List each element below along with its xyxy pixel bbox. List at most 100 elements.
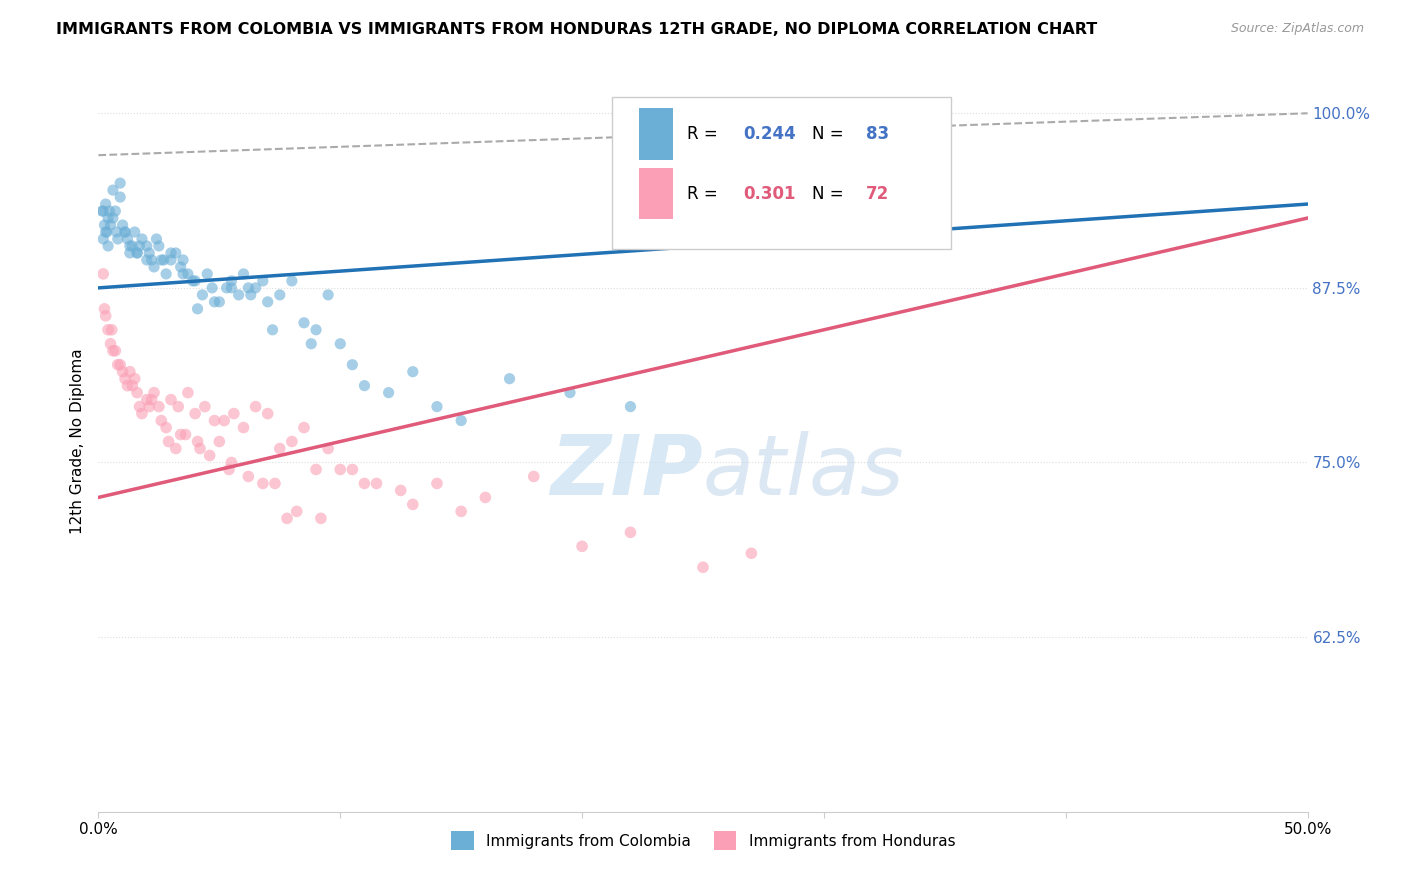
Point <box>204 294 226 309</box>
Point <box>145 232 167 246</box>
Legend: Immigrants from Colombia, Immigrants from Honduras: Immigrants from Colombia, Immigrants fro… <box>444 825 962 856</box>
Point <box>184 407 207 421</box>
Point <box>114 372 136 386</box>
Point <box>198 449 221 463</box>
Point <box>97 211 120 225</box>
Point <box>174 427 197 442</box>
Point <box>111 365 134 379</box>
Point <box>177 267 200 281</box>
Point <box>402 365 425 379</box>
Point <box>108 190 131 204</box>
Point <box>155 420 177 434</box>
Point <box>208 434 231 449</box>
Point <box>269 442 291 456</box>
Point <box>184 274 207 288</box>
Point <box>269 288 291 302</box>
Point <box>256 294 278 309</box>
Point <box>228 288 250 302</box>
Point <box>316 442 339 456</box>
Point <box>172 267 194 281</box>
Point <box>221 281 243 295</box>
Point <box>117 378 139 392</box>
Point <box>292 316 315 330</box>
Text: 83: 83 <box>866 125 890 144</box>
Point <box>309 511 332 525</box>
Point <box>148 400 170 414</box>
Point <box>118 239 141 253</box>
Point <box>138 246 160 260</box>
Point <box>208 294 231 309</box>
Point <box>94 225 117 239</box>
Point <box>105 225 128 239</box>
Point <box>104 343 127 358</box>
Point <box>150 414 173 428</box>
Point <box>157 434 180 449</box>
Point <box>232 420 254 434</box>
Point <box>160 392 183 407</box>
Point <box>108 176 131 190</box>
Point <box>114 225 136 239</box>
Point <box>232 267 254 281</box>
Point <box>124 372 146 386</box>
Point <box>619 525 641 540</box>
Point <box>160 246 183 260</box>
Point <box>98 204 121 219</box>
Point <box>450 414 472 428</box>
Point <box>281 274 304 288</box>
Point <box>187 301 209 316</box>
Point <box>305 323 328 337</box>
Point <box>740 546 762 560</box>
Point <box>221 274 243 288</box>
Point <box>127 385 149 400</box>
Point <box>195 267 218 281</box>
Point <box>96 225 118 239</box>
Point <box>131 407 153 421</box>
Point <box>474 491 496 505</box>
Point <box>498 372 520 386</box>
Point <box>342 462 364 476</box>
Point <box>169 260 191 274</box>
Point <box>124 225 146 239</box>
Point <box>342 358 364 372</box>
Point <box>218 462 240 476</box>
Point <box>215 281 238 295</box>
Point <box>389 483 412 498</box>
Point <box>264 476 287 491</box>
Point <box>111 218 134 232</box>
Point <box>143 260 166 274</box>
Point <box>187 434 209 449</box>
Point <box>100 218 122 232</box>
Text: 0.301: 0.301 <box>742 185 796 202</box>
Point <box>127 246 149 260</box>
Point <box>94 309 117 323</box>
Point <box>366 476 388 491</box>
Point <box>377 385 399 400</box>
Point <box>128 400 150 414</box>
Point <box>252 274 274 288</box>
Point <box>127 246 149 260</box>
Point <box>316 288 339 302</box>
Point <box>97 239 120 253</box>
Point <box>329 336 352 351</box>
Point <box>94 197 117 211</box>
Point <box>194 400 217 414</box>
Point <box>131 232 153 246</box>
Text: 0.244: 0.244 <box>742 125 796 144</box>
Text: N =: N = <box>811 125 849 144</box>
Point <box>121 239 143 253</box>
Text: 72: 72 <box>866 185 890 202</box>
Point <box>221 455 243 469</box>
Point <box>165 246 187 260</box>
Point <box>740 141 762 155</box>
Point <box>91 204 114 219</box>
Point <box>121 378 143 392</box>
Point <box>238 281 260 295</box>
Point <box>305 462 328 476</box>
Text: atlas: atlas <box>703 431 904 512</box>
Point <box>101 343 124 358</box>
Point <box>276 511 298 525</box>
Point <box>571 539 593 553</box>
Point <box>135 392 157 407</box>
Point <box>155 267 177 281</box>
Point <box>172 252 194 267</box>
